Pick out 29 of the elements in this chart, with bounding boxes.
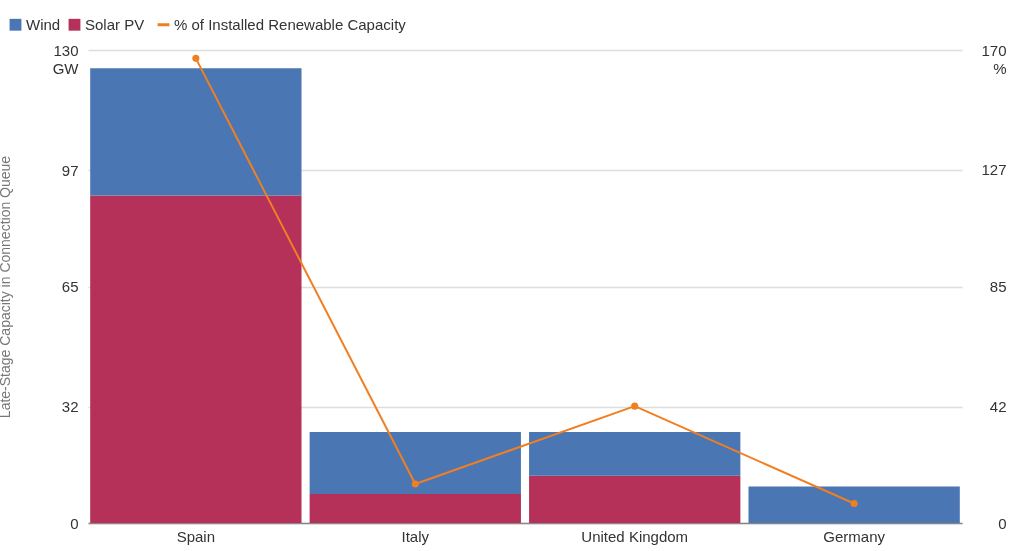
y-tick-label: 32: [61, 398, 79, 416]
y2-tick-label: 170 %: [981, 41, 1007, 77]
point: [631, 402, 639, 410]
bar: [90, 195, 302, 523]
y-tick-label: 130 GW: [52, 41, 80, 77]
x-tick-label: Spain: [176, 527, 216, 545]
y-axis-title: Late-Stage Capacity in Connection Queue: [0, 155, 13, 419]
point: [411, 480, 419, 488]
bar: [309, 432, 521, 494]
x-tick-label: Germany: [823, 527, 886, 545]
bar: [90, 68, 302, 196]
y-tick-label: 97: [61, 161, 79, 179]
point: [192, 54, 200, 62]
y-tick-label: 65: [61, 278, 79, 295]
bar: [309, 493, 521, 523]
y2-tick-label: 42: [989, 397, 1007, 415]
bar: [529, 432, 741, 476]
point: [850, 499, 858, 508]
y-tick-label: 0: [70, 514, 79, 532]
legend-label: Wind: [26, 15, 61, 33]
y2-tick-label: 85: [989, 278, 1007, 295]
legend-label: % of Installed Renewable Capacity: [174, 15, 407, 33]
x-tick-label: United Kingdom: [581, 527, 689, 545]
legend-label: Solar PV: [85, 15, 145, 33]
bar: [748, 486, 960, 523]
x-tick-label: Italy: [401, 527, 430, 545]
y2-tick-label: 127: [981, 161, 1007, 179]
bar: [529, 475, 741, 523]
y2-tick-label: 0: [998, 514, 1007, 532]
